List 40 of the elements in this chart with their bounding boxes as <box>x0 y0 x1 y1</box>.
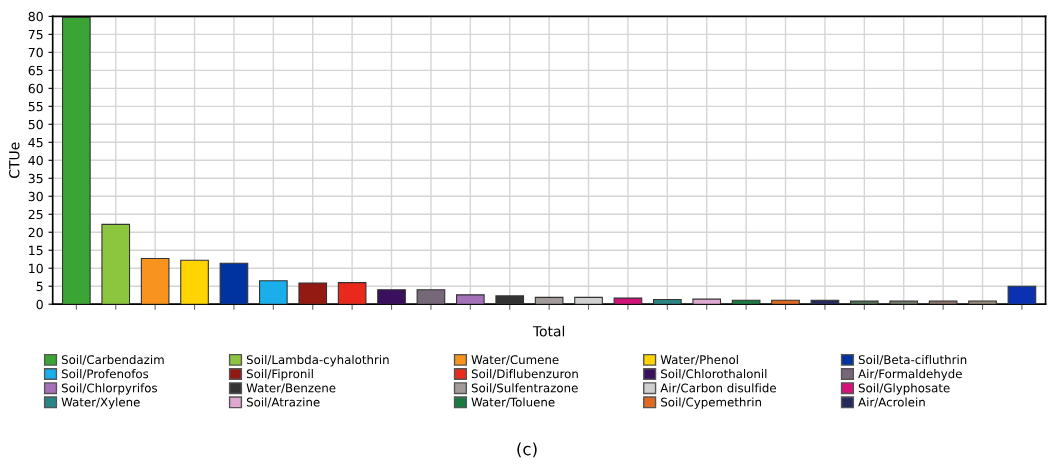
y-tick-label: 10 <box>29 263 43 274</box>
y-tick-label: 0 <box>36 299 43 310</box>
legend-label: Soil/Glyphosate <box>858 383 950 395</box>
y-tick-label: 5 <box>36 281 43 292</box>
legend-label: Soil/Profenofos <box>61 369 149 380</box>
y-tick-label: 30 <box>28 191 43 202</box>
y-tick-label: 40 <box>28 155 43 166</box>
y-tick-label: 25 <box>28 209 43 220</box>
y-tick-label: 75 <box>28 30 43 40</box>
legend-label: Soil/Beta-cifluthrin <box>858 354 967 366</box>
legend-label: Soil/Diflubenzuron <box>471 369 578 380</box>
legend-label: Water/Toluene <box>471 397 555 408</box>
y-tick-label: 50 <box>28 119 43 130</box>
legend-label: Soil/Carbendazim <box>61 354 164 366</box>
legend-label: Water/Cumene <box>471 355 559 366</box>
legend-label: Soil/Chlorothalonil <box>661 369 767 380</box>
legend-label: Air/Formaldehyde <box>858 369 962 381</box>
y-tick-label: 60 <box>28 83 43 94</box>
text: (c) <box>517 442 537 458</box>
legend-label: Air/Acrolein <box>858 397 925 408</box>
legend-label: Soil/Fipronil <box>246 369 313 381</box>
y-tick-label: 65 <box>28 65 43 76</box>
y-tick-label: 80 <box>28 11 43 22</box>
legend-label: Soil/Cypemethrin <box>661 397 761 409</box>
legend-label: Air/Carbon disulfide <box>660 383 776 394</box>
y-tick-label: 55 <box>28 101 43 112</box>
x-axis-title: Total <box>532 325 565 337</box>
y-tick-label: 15 <box>29 245 43 256</box>
legend-label: Water/Benzene <box>246 383 336 394</box>
legend-label: Soil/Sulfentrazone <box>471 383 578 394</box>
legend-label: Water/Xylene <box>61 397 140 409</box>
legend-label: Water/Phenol <box>660 354 738 366</box>
legend-label: Soil/Chlorpyrifos <box>61 383 158 395</box>
legend-label: Soil/Lambda-cyhalothrin <box>246 354 389 367</box>
y-tick-label: 35 <box>28 173 43 184</box>
y-tick-label: 20 <box>28 227 43 238</box>
y-tick-label: 45 <box>28 137 43 148</box>
legend-label: Soil/Atrazine <box>246 397 320 408</box>
y-axis-title: CTUe <box>9 142 20 178</box>
y-tick-label: 70 <box>28 47 43 58</box>
